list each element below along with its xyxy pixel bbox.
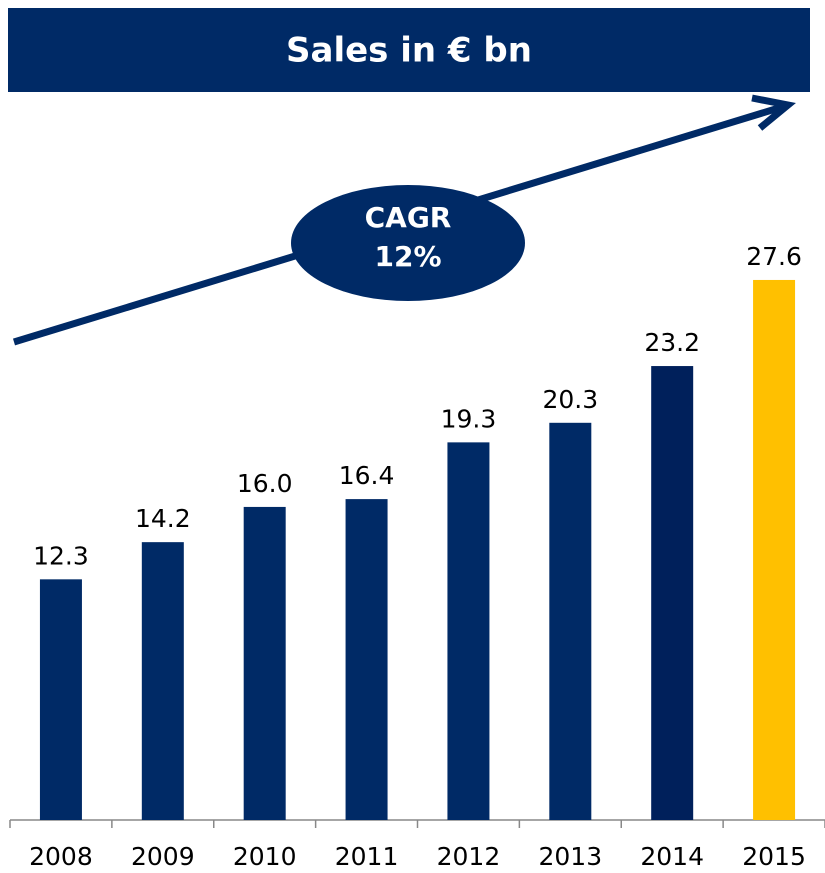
value-label: 19.3 [441,404,497,433]
value-label: 23.2 [644,328,700,357]
chart-title: Sales in € bn [286,31,532,71]
arrow-head [751,94,796,131]
value-label: 12.3 [33,541,89,570]
value-label: 20.3 [542,385,598,414]
x-tick-label: 2009 [131,842,195,871]
cagr-badge [291,185,525,301]
bar [651,366,694,820]
x-tick-label: 2014 [640,842,704,871]
value-label: 27.6 [746,242,802,271]
value-label: 14.2 [135,504,191,533]
bar [39,579,82,820]
bar [753,279,796,821]
bar [243,506,286,820]
annotation: CAGR [365,201,452,234]
x-tick-label: 2012 [437,842,501,871]
x-tick-label: 2013 [539,842,603,871]
annotation: 12% [374,240,441,273]
title-bar [8,8,810,92]
x-tick-label: 2008 [29,842,93,871]
x-tick-label: 2011 [335,842,399,871]
value-label: 16.0 [237,469,293,498]
value-label: 16.4 [339,461,395,490]
bar [345,499,388,820]
bar [549,422,592,820]
bar [141,542,184,820]
x-tick-label: 2015 [742,842,806,871]
x-tick-label: 2010 [233,842,297,871]
bar [447,442,490,820]
